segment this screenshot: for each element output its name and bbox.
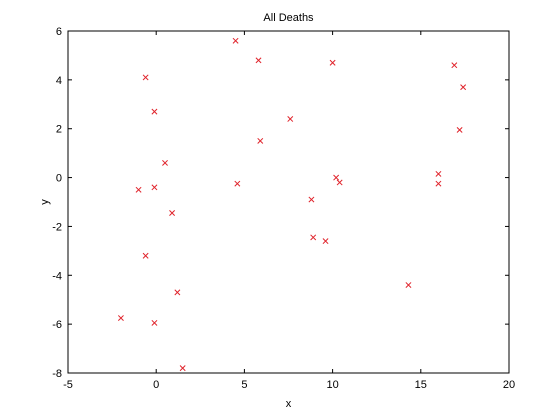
x-tick-label: 10 <box>326 379 338 391</box>
data-point <box>179 365 186 372</box>
chart-title: All Deaths <box>263 12 314 24</box>
x-tick-label: 0 <box>153 379 159 391</box>
data-point <box>151 108 158 115</box>
data-point <box>151 184 158 191</box>
y-tick-label: -6 <box>52 319 62 331</box>
data-point <box>151 319 158 326</box>
data-point <box>336 179 343 186</box>
data-point <box>460 84 467 91</box>
axis-ticks: -5 0 5 10 15 20 -8 -6 -4 -2 0 2 4 6 <box>52 26 515 391</box>
data-point <box>169 210 176 216</box>
data-point <box>135 186 142 193</box>
y-tick-label: 0 <box>56 173 62 185</box>
data-point <box>451 62 458 69</box>
data-point <box>435 170 442 177</box>
data-point <box>162 159 168 166</box>
data-point <box>322 238 329 245</box>
data-point <box>255 57 262 64</box>
y-tick-label: 2 <box>56 124 62 136</box>
x-tick-label: 15 <box>415 379 427 391</box>
y-tick-label: -8 <box>52 368 62 380</box>
data-point <box>234 180 241 187</box>
x-tick-label: 20 <box>503 379 515 391</box>
y-axis-label: y <box>39 199 51 205</box>
y-tick-label: 4 <box>56 75 62 87</box>
x-tick-label: 5 <box>241 379 247 391</box>
data-point <box>257 137 264 144</box>
data-point <box>456 126 463 133</box>
data-point <box>174 289 181 296</box>
data-point <box>310 234 317 241</box>
data-point <box>308 196 315 203</box>
data-points <box>117 37 467 372</box>
data-point <box>435 180 442 187</box>
x-axis-label: x <box>286 398 292 410</box>
x-tick-label: -5 <box>63 379 73 391</box>
y-tick-label: -4 <box>52 270 62 282</box>
data-point <box>405 282 412 289</box>
plot-area <box>67 30 510 374</box>
data-point <box>142 252 149 259</box>
data-point <box>333 174 340 181</box>
data-point <box>329 59 336 66</box>
y-tick-label: -2 <box>52 221 62 233</box>
data-point <box>287 115 294 122</box>
y-tick-label: 6 <box>56 26 62 38</box>
data-point <box>232 37 239 44</box>
data-point <box>142 74 149 81</box>
data-point <box>117 315 124 321</box>
